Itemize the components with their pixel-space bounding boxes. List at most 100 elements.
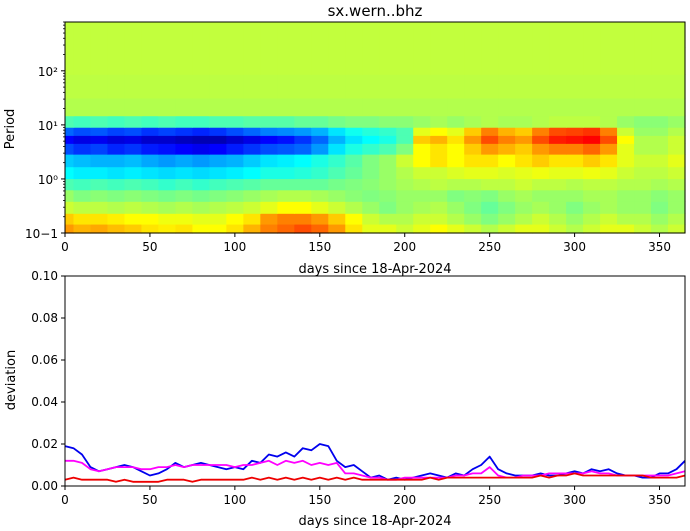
heatmap-cell: [430, 135, 448, 144]
heatmap-cell: [464, 189, 482, 202]
heatmap-cell: [243, 22, 261, 48]
heatmap-cell: [617, 135, 635, 144]
heatmap-cell: [379, 22, 397, 48]
heatmap-cell: [124, 154, 143, 168]
heatmap-cell: [447, 201, 465, 214]
heatmap-cell: [311, 22, 329, 48]
heatmap-cell: [464, 154, 482, 168]
heatmap-cell: [668, 143, 686, 155]
heatmap-cell: [362, 223, 380, 234]
heatmap-cell: [175, 22, 193, 48]
heatmap-cell: [447, 115, 465, 128]
heatmap-y-tick-label: 10²: [38, 65, 58, 79]
heatmap-cell: [566, 201, 584, 214]
heatmap-cell: [345, 213, 363, 225]
heatmap-cell: [362, 74, 380, 99]
heatmap-cell: [209, 166, 227, 180]
heatmap-cell: [413, 97, 431, 117]
heatmap-cell: [583, 127, 601, 136]
heatmap-x-tick-label: 250: [478, 240, 501, 254]
heatmap-cell: [209, 127, 227, 136]
line-y-tick-label: 0.04: [31, 395, 58, 409]
heatmap-cell: [498, 189, 516, 202]
heatmap-cell: [158, 22, 177, 48]
heatmap-cell: [73, 154, 92, 168]
heatmap-cell: [328, 143, 346, 155]
heatmap-cell: [498, 201, 516, 214]
heatmap-cell: [90, 22, 109, 48]
heatmap-cell: [175, 178, 193, 191]
heatmap-cell: [532, 143, 550, 155]
heatmap-cell: [583, 47, 601, 75]
heatmap-cell: [328, 201, 346, 214]
heatmap-cell: [549, 22, 567, 48]
heatmap-cell: [294, 201, 312, 214]
heatmap-cell: [583, 166, 601, 180]
heatmap-cell: [600, 115, 618, 128]
heatmap-cell: [617, 166, 635, 180]
heatmap-x-tick-label: 100: [223, 240, 246, 254]
heatmap-cell: [668, 166, 686, 180]
heatmap-cell: [481, 115, 499, 128]
heatmap-cell: [634, 47, 652, 75]
heatmap-cell: [481, 74, 499, 99]
heatmap-cell: [209, 213, 227, 225]
heatmap-cell: [396, 135, 414, 144]
heatmap-cell: [583, 74, 601, 99]
heatmap-cell: [549, 127, 567, 136]
heatmap-cell: [311, 178, 329, 191]
heatmap-cell: [362, 22, 380, 48]
heatmap-cell: [260, 127, 278, 136]
heatmap-cell: [124, 115, 143, 128]
heatmap-cell: [362, 189, 380, 202]
heatmap-cell: [311, 97, 329, 117]
heatmap-cell: [498, 166, 516, 180]
heatmap-cell: [600, 178, 618, 191]
heatmap-cell: [243, 143, 261, 155]
heatmap-cell: [294, 178, 312, 191]
heatmap-cell: [515, 135, 533, 144]
heatmap-cell: [175, 115, 193, 128]
heatmap-cell: [73, 74, 92, 99]
heatmap-cell: [583, 154, 601, 168]
heatmap-cell: [65, 47, 75, 75]
heatmap-cell: [345, 127, 363, 136]
heatmap-cell: [345, 166, 363, 180]
heatmap-cell: [243, 115, 261, 128]
heatmap-cell: [583, 22, 601, 48]
heatmap-cell: [634, 154, 652, 168]
heatmap-cell: [651, 74, 669, 99]
heatmap-cell: [124, 166, 143, 180]
heatmap-cell: [379, 223, 397, 234]
heatmap-cell: [566, 189, 584, 202]
heatmap-cell: [413, 154, 431, 168]
heatmap-cell: [379, 143, 397, 155]
heatmap-cell: [65, 201, 75, 214]
heatmap-cell: [634, 189, 652, 202]
heatmap-cell: [260, 115, 278, 128]
heatmap-cell: [260, 154, 278, 168]
heatmap-cell: [73, 189, 92, 202]
heatmap-cell: [90, 154, 109, 168]
heatmap-cell: [515, 47, 533, 75]
heatmap-cell: [362, 178, 380, 191]
heatmap-cell: [73, 143, 92, 155]
heatmap-cell: [362, 166, 380, 180]
heatmap-cell: [65, 115, 75, 128]
heatmap-cell: [141, 115, 160, 128]
heatmap-cell: [158, 189, 177, 202]
line-plot-area: [64, 443, 686, 483]
heatmap-cell: [243, 213, 261, 225]
heatmap-cell: [345, 143, 363, 155]
heatmap-cell: [294, 47, 312, 75]
heatmap-cell: [651, 47, 669, 75]
heatmap-cell: [549, 189, 567, 202]
heatmap-cell: [515, 201, 533, 214]
heatmap-y-axis-label: Period: [3, 109, 18, 150]
heatmap-cell: [65, 189, 75, 202]
heatmap-cell: [243, 47, 261, 75]
heatmap-cell: [600, 166, 618, 180]
heatmap-cell: [651, 189, 669, 202]
heatmap-cell: [141, 189, 160, 202]
heatmap-cell: [549, 213, 567, 225]
